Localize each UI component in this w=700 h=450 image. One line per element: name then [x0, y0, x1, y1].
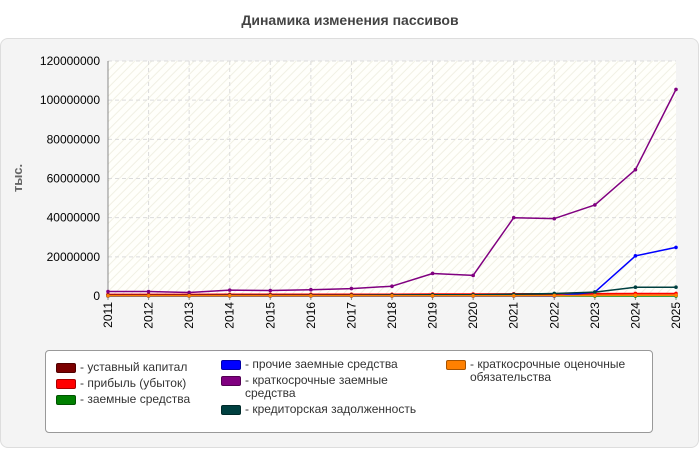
data-point	[471, 273, 475, 278]
legend-swatch	[221, 376, 241, 386]
x-tick-label: 2014	[223, 302, 237, 329]
legend-label: - заемные средства	[80, 392, 191, 406]
y-tick-label: 0	[93, 289, 100, 303]
legend-item: - краткосрочные оценочные обязательства	[446, 358, 646, 384]
x-tick-label: 2017	[344, 302, 358, 329]
legend-item: - уставный капитал	[56, 361, 216, 374]
data-point	[633, 254, 638, 258]
data-point	[390, 284, 394, 289]
x-tick-label: 2016	[304, 302, 318, 329]
line-chart: 0 20000000 40000000 60000000 80000000 1000000…	[10, 54, 683, 329]
chart-legend: - уставный капитал - прибыль (убыток) - за…	[45, 350, 653, 433]
data-point	[390, 294, 394, 298]
data-point	[430, 271, 435, 276]
x-tick-label: 2023	[588, 302, 602, 329]
y-tick-label: 40000000	[47, 211, 101, 225]
x-tick-label: 2022	[547, 302, 561, 329]
legend-label: - кредиторская задолженность	[245, 402, 417, 416]
legend-label: - краткосрочные оценочные обязательства	[470, 357, 626, 384]
legend-item: - заемные средства	[56, 393, 216, 406]
data-point	[593, 293, 597, 298]
y-tick-label: 100000000	[40, 93, 100, 107]
legend-swatch	[446, 360, 466, 370]
chart-title: Динамика изменения пассивов	[241, 12, 459, 28]
data-point	[674, 87, 678, 92]
legend-swatch	[56, 363, 76, 373]
legend-label: - прибыль (убыток)	[80, 376, 187, 390]
x-tick-label: 2025	[669, 302, 683, 329]
y-tick-label: 120000000	[40, 54, 100, 68]
data-point	[511, 294, 516, 298]
legend-item: - прибыль (убыток)	[56, 377, 216, 390]
data-point	[187, 294, 191, 298]
x-tick-label: 2020	[466, 302, 480, 329]
data-point	[633, 167, 638, 172]
legend-item: - краткосрочные заемные средства	[221, 374, 441, 400]
data-point	[227, 294, 232, 298]
data-point	[552, 216, 557, 221]
data-point	[674, 285, 678, 289]
legend-label: - уставный капитал	[80, 360, 188, 374]
data-point	[674, 245, 678, 250]
data-point	[633, 285, 638, 289]
x-tick-label: 2018	[385, 302, 399, 329]
x-tick-label: 2019	[426, 302, 440, 329]
x-tick-label: 2021	[507, 302, 521, 329]
data-point	[471, 294, 475, 298]
legend-swatch	[56, 395, 76, 405]
data-point	[106, 294, 110, 298]
data-point	[552, 293, 557, 298]
y-tick-label: 80000000	[47, 132, 101, 146]
data-point	[187, 290, 191, 295]
legend-label: - краткосрочные заемные средства	[245, 373, 388, 400]
data-point	[268, 288, 273, 293]
y-tick-label: 20000000	[47, 250, 101, 264]
y-tick-label: 60000000	[47, 172, 101, 186]
x-tick-label: 2012	[142, 302, 156, 329]
x-tick-label: 2011	[101, 302, 115, 328]
data-point	[674, 293, 678, 298]
x-tick-label: 2013	[182, 302, 196, 329]
data-point	[430, 294, 435, 298]
data-point	[593, 203, 597, 207]
data-point	[349, 294, 354, 298]
data-point	[633, 293, 638, 298]
x-tick-label: 2015	[263, 302, 277, 329]
data-point	[106, 289, 110, 294]
data-point	[146, 289, 151, 294]
data-point	[227, 288, 232, 292]
data-point	[268, 294, 273, 298]
data-point	[593, 290, 597, 294]
legend-item: - прочие заемные средства	[221, 358, 441, 371]
data-point	[349, 286, 354, 291]
legend-swatch	[56, 379, 76, 389]
x-tick-label: 2024	[628, 302, 642, 329]
legend-swatch	[221, 405, 241, 415]
data-point	[146, 294, 151, 298]
data-point	[309, 287, 313, 292]
legend-swatch	[221, 360, 241, 370]
data-point	[309, 294, 313, 298]
y-axis-label: тыс.	[10, 164, 25, 192]
legend-label: - прочие заемные средства	[245, 357, 398, 371]
data-point	[511, 215, 516, 220]
legend-item: - кредиторская задолженность	[221, 403, 441, 416]
